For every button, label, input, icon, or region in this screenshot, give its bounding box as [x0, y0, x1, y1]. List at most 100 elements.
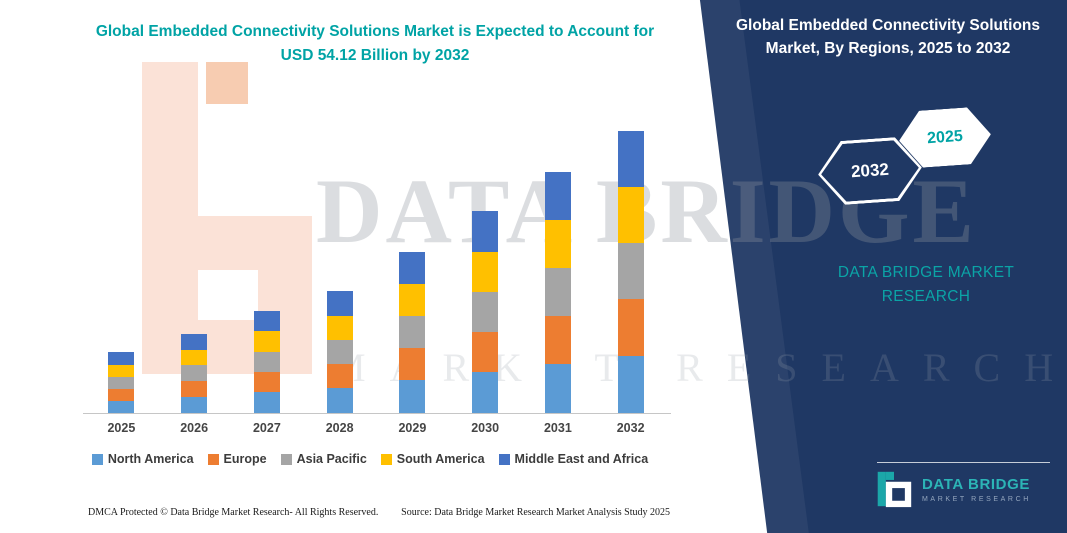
- bar-segment: [181, 333, 208, 350]
- bar-segment: [544, 171, 571, 220]
- stacked-bar: [181, 333, 208, 413]
- stacked-bar: [253, 310, 280, 413]
- bar-segment: [253, 310, 280, 332]
- dmca-notice: DMCA Protected © Data Bridge Market Rese…: [88, 507, 379, 518]
- legend-label: Europe: [223, 452, 267, 466]
- legend-swatch: [498, 453, 510, 465]
- bar-column: [303, 100, 376, 413]
- x-axis-label: 2025: [107, 421, 136, 435]
- x-axis-label: 2032: [616, 421, 645, 435]
- legend-swatch: [207, 453, 219, 465]
- x-axis-label: 2026: [180, 421, 209, 435]
- bar-segment: [326, 291, 353, 316]
- x-axis-label: 2030: [471, 421, 500, 435]
- bar-segment: [544, 267, 571, 316]
- bar-segment: [253, 331, 280, 352]
- bar-column: [594, 100, 667, 413]
- watermark-logo-shape: [206, 62, 248, 104]
- brand-text: DATA BRIDGE MARKET RESEARCH: [837, 264, 1015, 306]
- bar-segment: [617, 130, 644, 187]
- bar-segment: [472, 332, 499, 373]
- legend-swatch: [91, 453, 103, 465]
- hexagon-2025: 2025: [897, 106, 993, 169]
- logo-name: DATA BRIDGE: [922, 475, 1030, 493]
- bar-segment: [253, 392, 280, 413]
- bar-segment: [326, 315, 353, 340]
- right-panel-title: Global Embedded Connectivity Solutions M…: [736, 17, 1040, 58]
- bar-segment: [544, 219, 571, 268]
- bar-segment: [544, 364, 571, 413]
- legend-label: North America: [107, 452, 194, 466]
- bar-segment: [399, 316, 426, 349]
- company-logo: DATA BRIDGE MARKET RESEARCH: [874, 470, 1031, 508]
- bar-column: [158, 100, 231, 413]
- x-axis-label: 2027: [252, 421, 281, 435]
- bar-segment: [617, 243, 644, 300]
- legend-item: South America: [380, 452, 485, 466]
- source-note: Source: Data Bridge Market Research Mark…: [401, 507, 670, 518]
- bar-segment: [108, 352, 135, 365]
- bar-segment: [181, 381, 208, 397]
- bar-column: [449, 100, 522, 413]
- legend-swatch: [380, 453, 392, 465]
- bar-segment: [181, 396, 208, 413]
- bar-segment: [253, 371, 280, 393]
- logo-text-block: DATA BRIDGE MARKET RESEARCH: [922, 476, 1031, 503]
- legend-label: Middle East and Africa: [514, 452, 649, 466]
- watermark-text-marketresearch: MARKET RESEARCH: [330, 345, 1067, 390]
- bar-segment: [472, 211, 499, 252]
- bar-segment: [617, 186, 644, 244]
- bar-segment: [472, 372, 499, 413]
- bar-column: [376, 100, 449, 413]
- legend-item: Europe: [207, 452, 267, 466]
- stacked-bar: [544, 171, 571, 413]
- stacked-bar-chart: [85, 100, 667, 413]
- chart-title: Global Embedded Connectivity Solutions M…: [95, 23, 655, 65]
- stacked-bar: [108, 352, 135, 413]
- stacked-bar: [399, 251, 426, 413]
- bar-column: [85, 100, 158, 413]
- logo-divider-line: [877, 462, 1050, 463]
- bar-column: [231, 100, 304, 413]
- legend: North America Europe Asia Pacific South Ame…: [55, 452, 685, 466]
- bar-segment: [108, 364, 135, 377]
- stacked-bar: [326, 291, 353, 413]
- bar-segment: [108, 376, 135, 389]
- bar-segment: [326, 339, 353, 364]
- legend-swatch: [280, 453, 292, 465]
- bar-segment: [399, 348, 426, 381]
- bar-segment: [181, 365, 208, 382]
- bar-segment: [472, 251, 499, 292]
- stacked-bar: [617, 130, 644, 413]
- stacked-bar: [472, 211, 499, 413]
- bar-column: [522, 100, 595, 413]
- legend-item: Middle East and Africa: [498, 452, 649, 466]
- bar-segment: [108, 400, 135, 413]
- databridge-logo-icon: [877, 471, 912, 508]
- x-axis-label: 2028: [325, 421, 354, 435]
- footer-row: DMCA Protected © Data Bridge Market Rese…: [88, 507, 670, 518]
- bar-segment: [399, 284, 426, 317]
- bar-segment: [181, 349, 208, 366]
- legend-label: Asia Pacific: [296, 452, 367, 466]
- bar-segment: [253, 351, 280, 372]
- x-axis-label: 2029: [398, 421, 427, 435]
- bar-segment: [399, 251, 426, 285]
- bar-segment: [326, 364, 353, 388]
- x-axis-line: [83, 413, 671, 414]
- bar-segment: [326, 388, 353, 413]
- legend-label: South America: [396, 452, 485, 466]
- legend-item: North America: [91, 452, 194, 466]
- bar-segment: [108, 388, 135, 401]
- hexagon-2025-label: 2025: [897, 106, 993, 169]
- logo-tagline: MARKET RESEARCH: [922, 495, 1031, 503]
- legend-item: Asia Pacific: [280, 452, 367, 466]
- x-axis-label: 2031: [543, 421, 572, 435]
- bar-segment: [617, 355, 644, 413]
- bar-segment: [544, 316, 571, 364]
- bar-segment: [617, 299, 644, 356]
- bar-segment: [472, 291, 499, 333]
- x-labels-row: 2025 2026 2027 2028 2029 2030 2031 2032: [85, 421, 667, 435]
